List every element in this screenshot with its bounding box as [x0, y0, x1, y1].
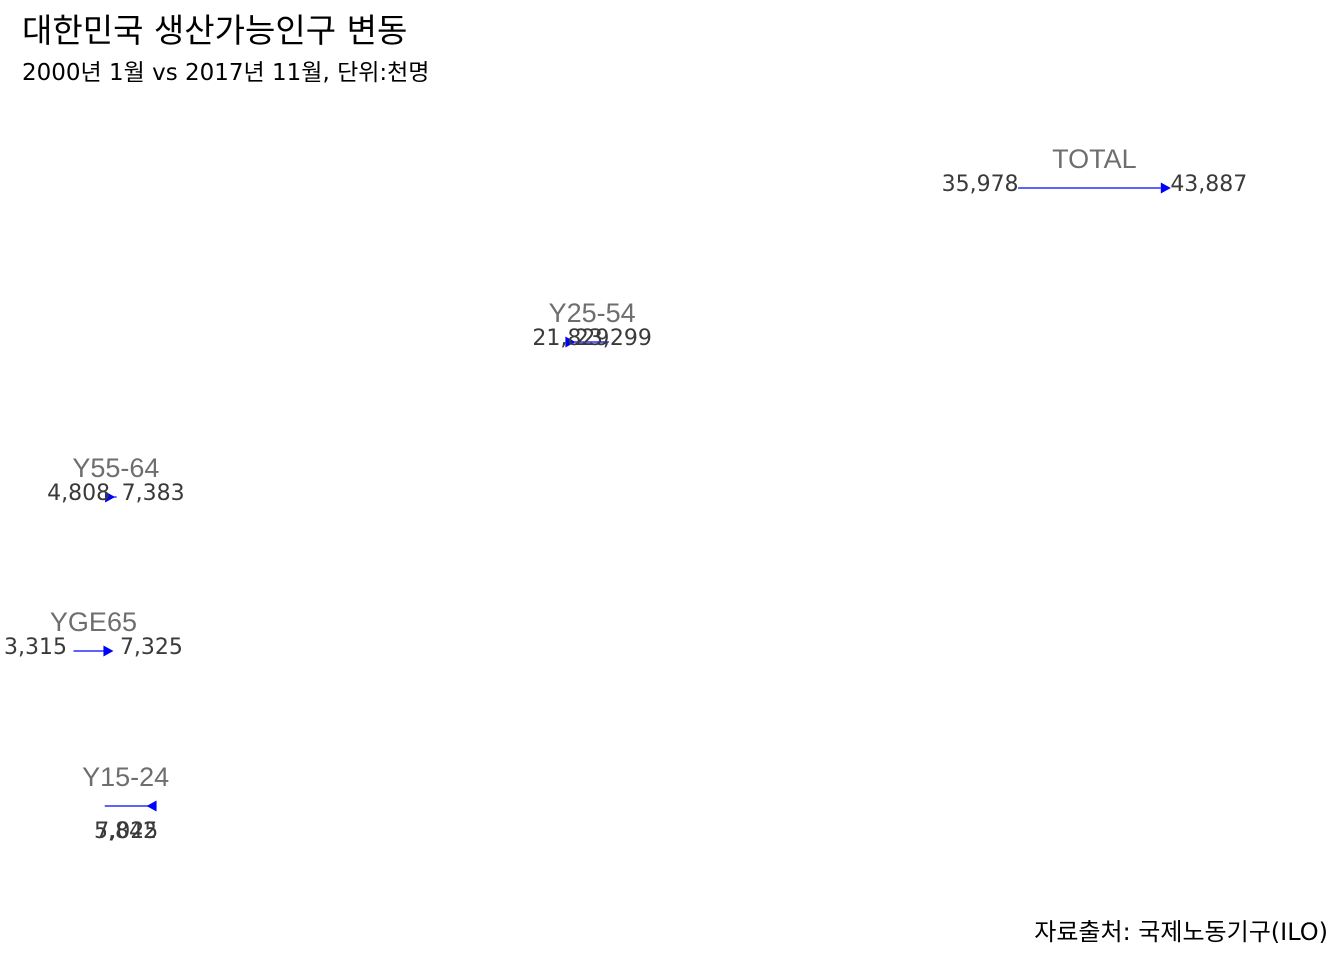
to-value-label: 23,299: [575, 326, 652, 351]
from-value-label: 35,978: [942, 172, 1019, 197]
category-label: Y55-64: [72, 453, 159, 483]
category-label: Y15-24: [82, 762, 169, 792]
category-label: YGE65: [50, 607, 137, 637]
chart-caption: 자료출처: 국제노동기구(ILO): [1034, 918, 1328, 946]
from-value-label: 3,315: [4, 635, 67, 660]
chart-title: 대한민국 생산가능인구 변동: [22, 11, 407, 50]
arrow-head: [1161, 183, 1171, 194]
arrow-head: [103, 646, 113, 657]
from-value-label: 4,808: [47, 481, 110, 506]
category-label: Y25-54: [549, 298, 636, 328]
chart-subtitle: 2000년 1월 vs 2017년 11월, 단위:천명: [22, 60, 429, 86]
to-value-label: 5,842: [94, 819, 157, 844]
to-value-label: 7,325: [120, 635, 183, 660]
category-label: TOTAL: [1052, 144, 1137, 174]
to-value-label: 43,887: [1170, 172, 1247, 197]
to-value-label: 7,383: [122, 481, 185, 506]
arrow-head: [147, 801, 157, 812]
